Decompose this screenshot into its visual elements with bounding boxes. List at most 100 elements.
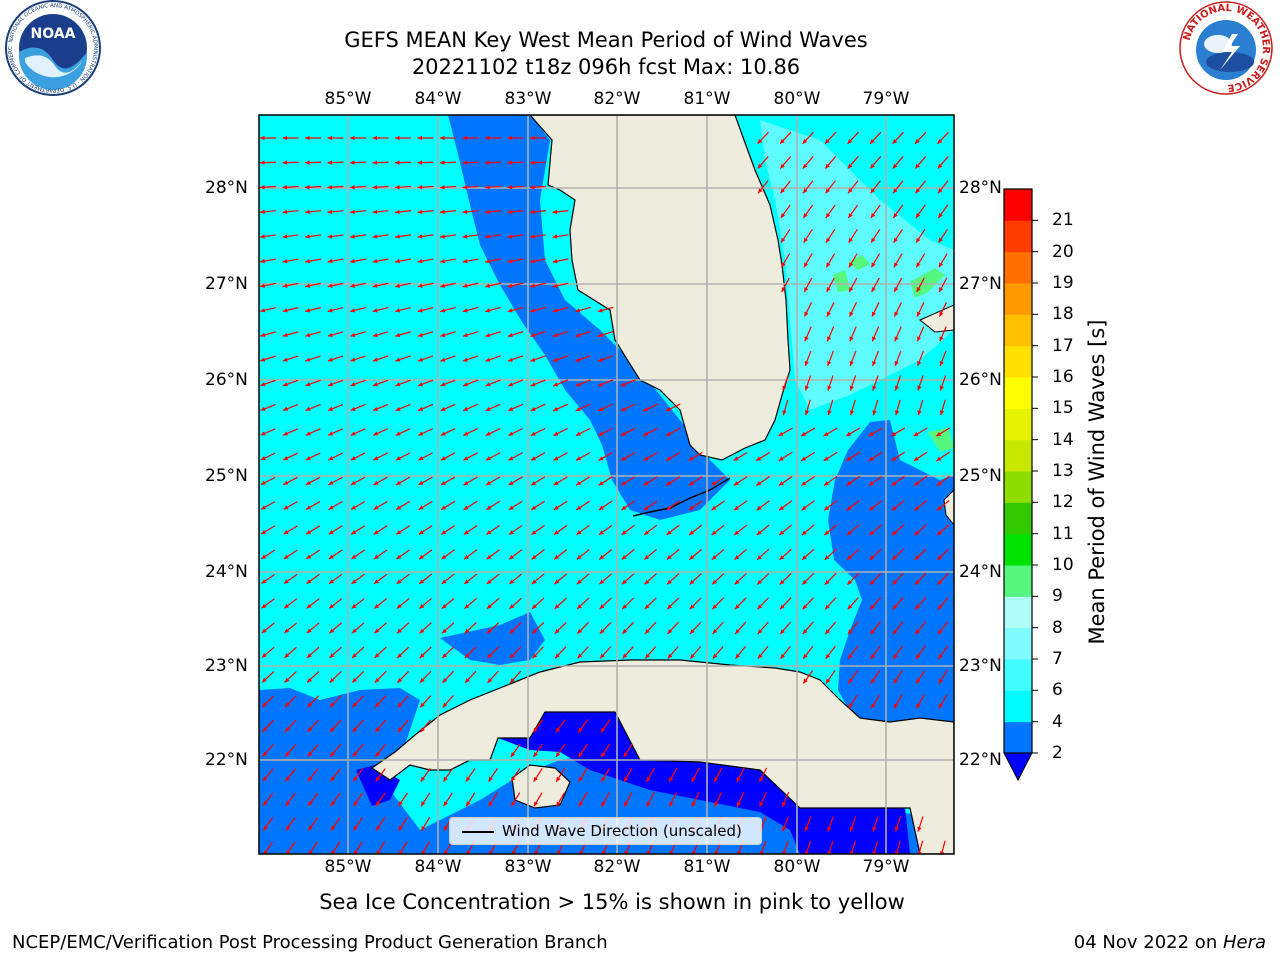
wave-arrow-head <box>916 237 921 243</box>
wave-arrow-head <box>285 727 290 732</box>
wave-arrow-head <box>622 604 627 610</box>
wave-arrow-head <box>395 283 401 288</box>
wave-arrow-head <box>849 410 855 416</box>
wave-arrow-head <box>306 603 312 609</box>
map-legend: Wind Wave Direction (unscaled) <box>449 817 762 845</box>
wave-arrow-head <box>440 382 446 387</box>
wave-arrow-head <box>372 209 378 215</box>
wave-arrow-head <box>939 287 944 293</box>
wave-arrow-head <box>462 259 468 264</box>
wave-arrow-head <box>328 456 334 460</box>
wave-arrow-head <box>530 185 535 190</box>
wave-arrow-head <box>285 776 290 782</box>
wave-arrow-head <box>598 456 604 461</box>
wave-arrow-head <box>802 139 808 144</box>
date-text: 04 Nov 2022 on Hera <box>1074 932 1266 953</box>
wave-arrow-head <box>440 357 446 362</box>
wave-arrow-head <box>283 480 289 485</box>
wave-arrow-head <box>644 579 650 585</box>
wave-arrow-head <box>692 850 697 854</box>
wave-arrow-head <box>485 357 491 362</box>
wave-arrow-head <box>441 480 447 485</box>
wave-arrow-head <box>759 777 764 783</box>
wave-arrow-head <box>847 579 853 585</box>
wave-arrow-head <box>352 677 358 683</box>
wave-arrow-head <box>328 554 334 559</box>
wave-arrow-head <box>578 776 584 782</box>
wave-arrow-head <box>372 185 378 190</box>
wave-arrow-head <box>463 505 469 510</box>
wave-arrow-head <box>261 628 267 633</box>
wave-arrow-head <box>327 135 333 141</box>
wave-arrow-head <box>530 135 535 141</box>
wave-arrow-head <box>305 382 311 387</box>
wave-arrow-head <box>669 776 674 782</box>
wave-arrow-head <box>803 213 808 218</box>
wave-arrow-head <box>666 530 672 535</box>
wave-arrow-head <box>892 555 897 561</box>
colorbar-segment <box>1004 659 1032 691</box>
wave-arrow-head <box>576 480 582 486</box>
wave-arrow-head <box>509 653 515 659</box>
wave-arrow-head <box>396 579 402 584</box>
wave-arrow-head <box>373 406 379 411</box>
wave-arrow-head <box>937 580 943 585</box>
wave-arrow-head <box>327 308 333 313</box>
wave-arrow-head <box>621 579 627 585</box>
wave-arrow-head <box>735 653 740 659</box>
wave-arrow-head <box>263 825 268 831</box>
wave-arrow-head <box>372 308 378 313</box>
wave-arrow-head <box>327 234 333 239</box>
colorbar-segment <box>1004 251 1032 284</box>
wave-arrow-head <box>464 579 470 584</box>
wave-arrow-head <box>440 456 446 461</box>
wave-arrow-head <box>577 653 583 659</box>
wave-arrow-head <box>350 160 355 165</box>
wave-arrow-head <box>375 751 380 757</box>
colorbar-tick-label: 8 <box>1052 617 1063 638</box>
wave-arrow-head <box>804 385 809 391</box>
colorbar-segment <box>1004 533 1032 566</box>
wave-arrow-head <box>622 628 628 634</box>
wave-arrow-head <box>868 481 874 486</box>
wave-arrow-head <box>374 653 380 658</box>
lon-label-bottom: 80°W <box>773 857 821 877</box>
wave-arrow-head <box>870 139 875 144</box>
wave-arrow-head <box>688 481 694 486</box>
legend-line-swatch <box>462 831 494 833</box>
wave-arrow-head <box>757 653 763 659</box>
wave-arrow-head <box>508 456 514 461</box>
wave-arrow-head <box>372 234 378 239</box>
wave-arrow-head <box>846 505 852 511</box>
wave-arrow-head <box>872 410 877 416</box>
lon-label-top: 83°W <box>504 89 552 109</box>
wave-arrow-head <box>508 480 514 486</box>
wave-arrow-head <box>530 456 536 461</box>
wave-arrow-head <box>351 579 357 584</box>
wave-arrow-head <box>440 234 445 239</box>
wave-arrow-head <box>260 357 266 362</box>
wave-arrow-head <box>282 308 288 313</box>
wave-arrow-head <box>531 554 537 560</box>
wave-arrow-head <box>579 850 584 854</box>
wave-arrow-head <box>485 135 490 141</box>
wave-arrow-head <box>307 751 313 757</box>
wave-arrow-head <box>916 703 921 709</box>
wave-arrow-head <box>781 262 786 268</box>
lat-label-left: 27°N <box>205 274 248 294</box>
wave-arrow-head <box>937 139 943 144</box>
wave-arrow-head <box>486 604 492 609</box>
colorbar-tick-label: 2 <box>1052 743 1063 763</box>
wave-arrow-head <box>305 357 311 362</box>
wave-arrow-head <box>533 727 538 733</box>
wave-arrow-head <box>914 505 920 511</box>
wave-arrow-head <box>553 431 559 436</box>
wave-arrow-head <box>442 628 447 634</box>
wave-arrow-head <box>353 776 358 782</box>
wave-arrow-head <box>894 410 900 416</box>
wave-arrow-head <box>575 333 581 338</box>
wave-arrow-head <box>395 234 400 239</box>
chart-subtitle: 20221102 t18z 096h fcst Max: 10.86 <box>411 55 801 79</box>
wave-arrow-head <box>374 628 380 634</box>
wave-arrow-head <box>804 336 809 342</box>
